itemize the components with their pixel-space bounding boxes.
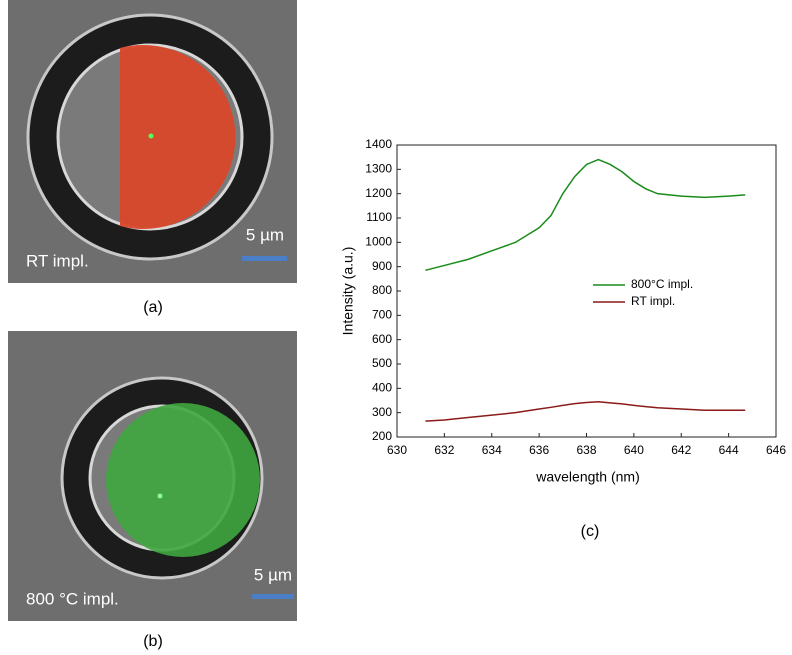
legend-label: RT impl. [631,294,675,308]
x-tick-label: 646 [766,443,786,457]
emission [120,45,236,229]
caption: (c) [581,523,600,540]
image-b: 800 °C impl. 5 µm [8,331,297,621]
y-tick-label: 300 [372,405,392,419]
y-tick-label: 1100 [366,210,392,224]
emission [106,403,260,557]
spot [157,493,163,499]
x-tick-label: 642 [671,443,691,457]
x-tick-label: 638 [576,443,596,457]
x-tick-label: 644 [719,443,739,457]
caption: (a) [143,299,163,316]
y-tick-label: 200 [372,429,392,443]
image-a: RT impl. 5 µm [8,0,297,283]
image-label: RT impl. [26,251,89,270]
y-tick-label: 1400 [365,137,392,151]
y-tick-label: 600 [372,332,392,346]
image-label: 800 °C impl. [26,589,119,608]
scale-bar [252,594,294,599]
series-line [425,400,746,422]
x-tick-label: 632 [434,443,454,457]
y-tick-label: 700 [372,308,392,322]
y-tick-label: 800 [372,283,392,297]
y-tick-label: 1300 [365,162,392,176]
x-tick-label: 634 [482,443,502,457]
x-axis-label: wavelength (nm) [535,469,640,485]
y-tick-label: 500 [372,356,392,370]
scale-text: 5 µm [254,565,292,584]
scale-text: 5 µm [246,225,284,244]
spot [148,133,154,139]
y-axis-label: Intensity (a.u.) [340,247,356,336]
legend-label: 800°C impl. [631,277,693,291]
x-tick-label: 636 [529,443,549,457]
x-tick-label: 630 [387,443,407,457]
series-line [425,158,746,272]
x-tick-label: 640 [624,443,644,457]
plot-frame [396,144,777,438]
y-tick-label: 900 [372,259,392,273]
caption: (b) [143,633,163,650]
y-tick-label: 1200 [365,186,392,200]
scale-bar [242,256,287,261]
y-tick-label: 1000 [365,235,392,249]
y-tick-label: 400 [372,381,392,395]
